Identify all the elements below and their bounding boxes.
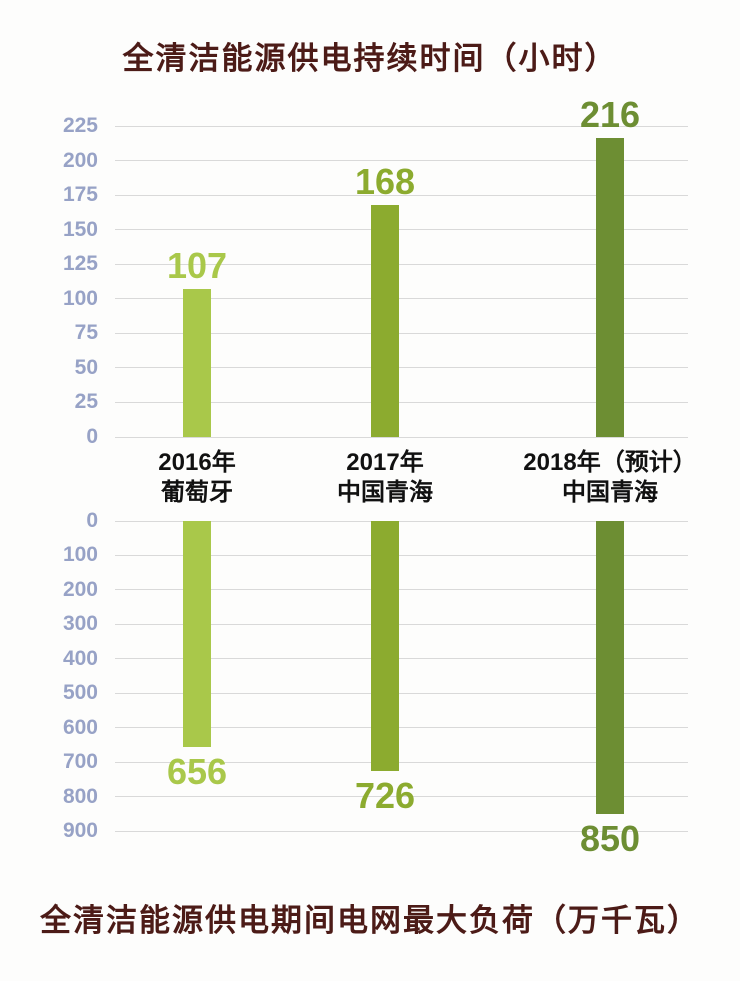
- duration-value-label: 216: [579, 94, 641, 136]
- top-axis-tick-label: 125: [62, 252, 98, 276]
- top-axis-gridline: [115, 125, 688, 127]
- top-axis-gridline: [115, 332, 688, 334]
- bottom-axis-gridline: [115, 623, 688, 625]
- top-axis-gridline: [115, 436, 688, 438]
- top-axis-tick-label: 25: [74, 390, 98, 414]
- top-axis-tick-label: 175: [62, 183, 98, 207]
- top-axis-gridline: [115, 367, 688, 369]
- load-value-label: 726: [354, 775, 416, 817]
- category-label-line: 中国青海: [337, 479, 433, 506]
- bottom-axis-tick-label: 600: [62, 715, 98, 739]
- top-axis-gridline: [115, 401, 688, 403]
- bottom-axis-gridline: [115, 692, 688, 694]
- duration-value-label: 107: [166, 245, 228, 287]
- top-axis-gridline: [115, 194, 688, 196]
- category-label-line: 2018年（预计）: [523, 449, 697, 476]
- bottom-axis-gridline: [115, 658, 688, 660]
- bottom-axis-tick-label: 800: [62, 784, 98, 808]
- top-axis-tick-label: 150: [62, 217, 98, 241]
- bottom-axis-tick-label: 300: [62, 612, 98, 636]
- duration-bar: [596, 138, 624, 437]
- category-label: 2018年（预计） 中国青海: [523, 448, 696, 508]
- bottom-axis-tick-label: 0: [86, 509, 98, 532]
- bottom-axis-gridline: [115, 554, 688, 556]
- top-axis-tick-label: 225: [62, 114, 98, 137]
- category-label: 2016年葡萄牙: [158, 448, 235, 508]
- load-value-label: 850: [579, 817, 641, 859]
- bottom-axis-tick-label: 700: [62, 750, 98, 774]
- bottom-axis-tick-label: 500: [62, 681, 98, 705]
- bottom-axis-tick-label: 400: [62, 646, 98, 670]
- load-bar: [183, 521, 211, 747]
- top-axis-gridline: [115, 160, 688, 162]
- load-bar: [371, 521, 399, 772]
- category-label: 2017年中国青海: [337, 448, 433, 508]
- top-axis-tick-label: 50: [74, 355, 98, 379]
- category-label-line: 2016年: [158, 449, 236, 476]
- bottom-axis-tick-label: 900: [62, 819, 98, 842]
- duration-bar: [183, 289, 211, 437]
- bottom-axis-gridline: [115, 830, 688, 832]
- top-axis-gridline: [115, 263, 688, 265]
- bottom-axis-gridline: [115, 727, 688, 729]
- bottom-axis-tick-label: 200: [62, 577, 98, 601]
- top-axis-tick-label: 100: [62, 286, 98, 310]
- bottom-axis-gridline: [115, 796, 688, 798]
- top-axis-tick-label: 200: [62, 148, 98, 172]
- load-bar: [596, 521, 624, 814]
- bottom-chart-title: 全清洁能源供电期间电网最大负荷（万千瓦）: [40, 903, 700, 938]
- category-label-line: 中国青海: [561, 479, 658, 506]
- load-value-label: 656: [166, 750, 228, 792]
- bottom-axis-gridline: [115, 589, 688, 591]
- category-label-line: 2017年: [346, 449, 424, 476]
- duration-bar: [371, 204, 399, 437]
- top-chart-title: 全清洁能源供电持续时间（小时）: [122, 41, 618, 76]
- top-axis-gridline: [115, 298, 688, 300]
- category-label-line: 葡萄牙: [160, 479, 233, 506]
- duration-value-label: 168: [354, 160, 416, 202]
- top-axis-gridline: [115, 229, 688, 231]
- top-axis-tick-label: 75: [74, 321, 98, 345]
- bottom-axis-gridline: [115, 761, 688, 763]
- top-axis-tick-label: 0: [86, 425, 98, 448]
- bottom-axis-tick-label: 100: [62, 543, 98, 567]
- bottom-axis-gridline: [115, 520, 688, 522]
